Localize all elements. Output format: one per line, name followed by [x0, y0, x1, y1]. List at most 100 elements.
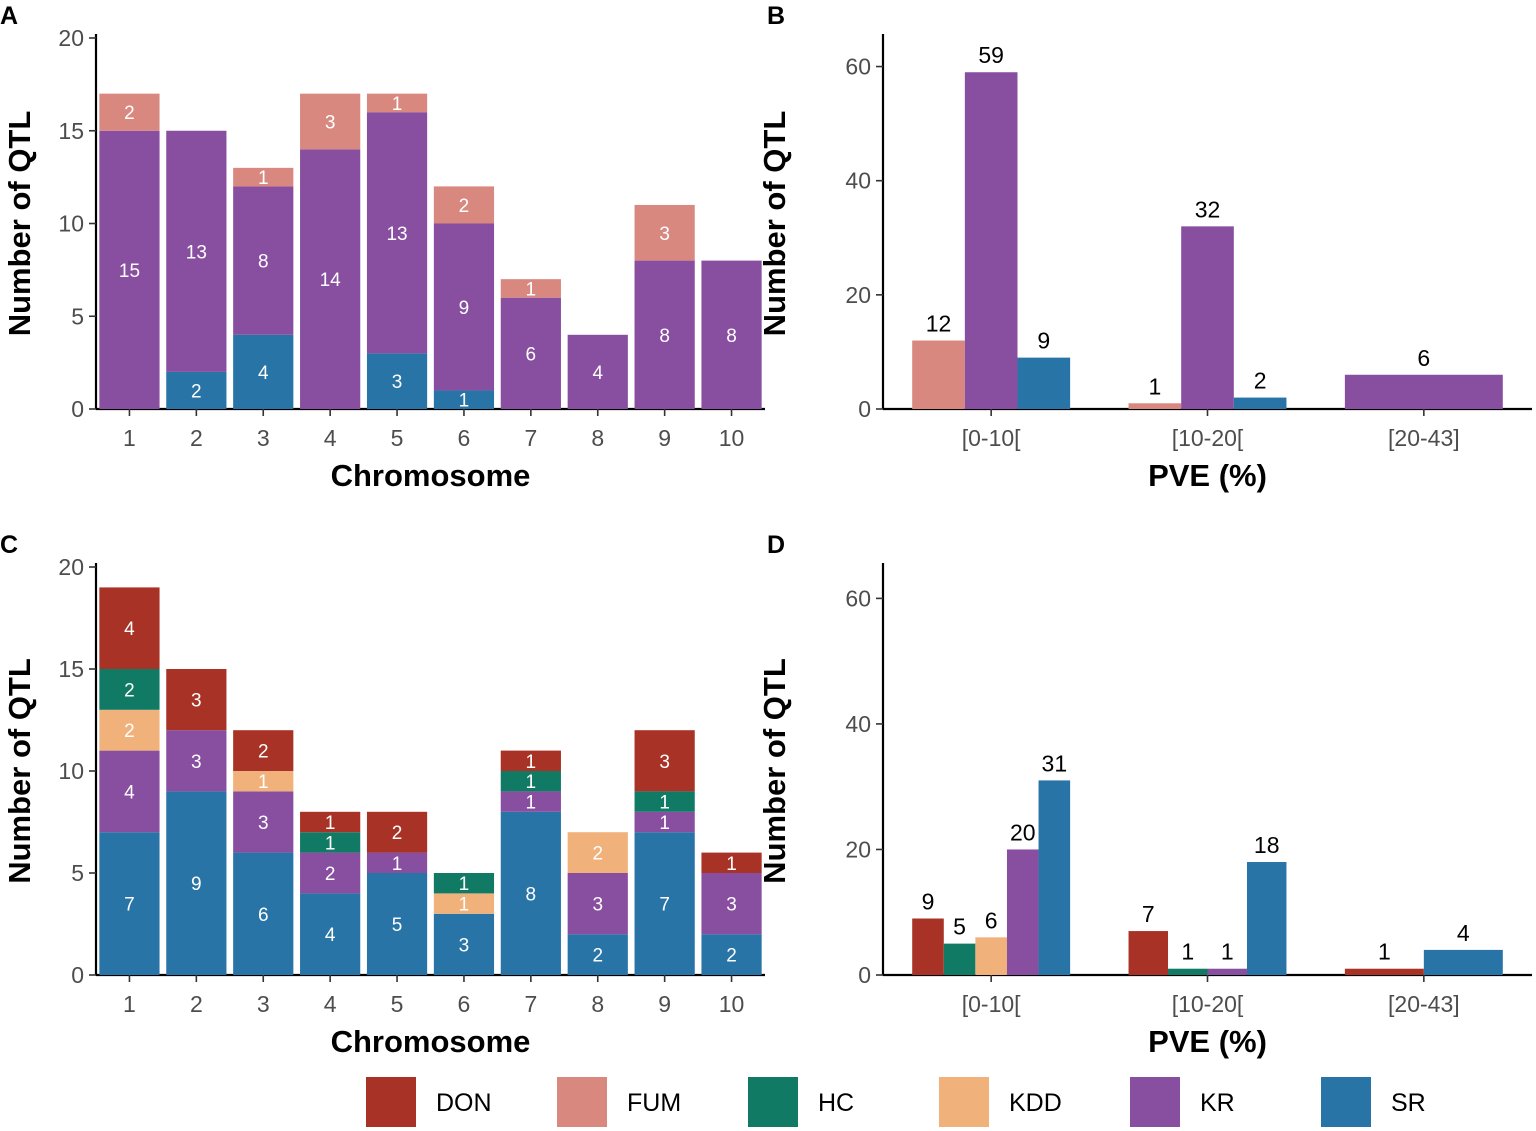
y-tick-label: 15: [58, 118, 84, 144]
y-axis-title: Number of QTL: [2, 658, 37, 884]
x-axis-title: PVE (%): [1148, 458, 1267, 493]
bar-segment-sr: [366, 353, 428, 409]
x-tick-label: 8: [591, 425, 604, 451]
bar-value-label: 1: [1181, 939, 1194, 965]
bar-segment-hc: [500, 771, 561, 792]
legend-key: [557, 1077, 607, 1127]
bar-value-label: 2: [459, 196, 470, 217]
x-tick-label: 1: [123, 425, 136, 451]
bar-segment-sr: [233, 852, 294, 975]
bar-value-label: 1: [459, 874, 470, 895]
bar-segment-sr: [500, 811, 561, 975]
bar-value-label: 5: [953, 914, 966, 940]
y-tick-label: 20: [58, 25, 84, 51]
legend-label: HC: [818, 1089, 854, 1117]
y-tick-label: 5: [71, 303, 84, 329]
bar-value-label: 13: [186, 242, 207, 263]
y-axis-title: Number of QTL: [757, 658, 792, 884]
legend-label: SR: [1391, 1089, 1426, 1117]
legend-item-kr: KR: [1130, 1077, 1235, 1127]
bar-segment-fum: [500, 279, 561, 298]
x-tick-label: [10-20[: [1172, 425, 1244, 451]
bar-value-label: 32: [1195, 196, 1221, 222]
bar-value-label: 2: [258, 742, 269, 763]
y-tick-label: 15: [58, 656, 84, 682]
bar-segment-kr: [99, 750, 160, 833]
bar-segment-fum: [366, 93, 428, 113]
bar-value-label: 3: [392, 372, 403, 393]
y-tick-label: 10: [58, 758, 84, 784]
y-tick-label: 0: [71, 396, 84, 422]
bar-segment-kr: [500, 297, 561, 409]
x-tick-label: 6: [458, 425, 471, 451]
bar-segment-kdd: [433, 893, 495, 914]
bar-value-label: 2: [191, 381, 202, 402]
bar-sr: [1423, 949, 1503, 975]
bar-value-label: 2: [1254, 368, 1267, 394]
legend-item-don: DON: [366, 1077, 492, 1127]
x-tick-label: 10: [719, 991, 745, 1017]
bar-segment-kr: [366, 852, 428, 873]
bar-segment-don: [99, 587, 160, 669]
y-tick-label: 0: [858, 962, 871, 988]
bar-value-label: 1: [459, 895, 470, 916]
bar-segment-don: [634, 730, 695, 792]
panel-d: D 0 20 40 60 Number of QTL PVE (%) 95 6 20 31 [0-10…: [757, 531, 1532, 1059]
bar-segment-kr: [233, 791, 294, 853]
bar-value-label: 3: [459, 935, 470, 956]
bar-value-label: 20: [1010, 819, 1036, 845]
bar-segment-sr: [433, 390, 495, 409]
bar-value-label: 2: [392, 823, 403, 844]
legend-label: DON: [436, 1089, 492, 1117]
bar-segment-don: [701, 852, 762, 873]
x-axis-title: Chromosome: [331, 1024, 531, 1059]
x-tick-label: [20-43]: [1388, 425, 1460, 451]
bar-value-label: 1: [325, 813, 336, 834]
y-tick-label: 5: [71, 860, 84, 886]
bar-value-label: 4: [325, 925, 336, 946]
bar-segment-fum: [233, 167, 294, 187]
x-tick-label: 8: [591, 991, 604, 1017]
bar-value-label: 9: [922, 889, 935, 915]
bar-value-label: 3: [659, 752, 670, 773]
bar-segment-sr: [233, 334, 294, 409]
bar-value-label: 4: [124, 782, 135, 803]
y-tick-label: 10: [58, 211, 84, 237]
bar-segment-kr: [701, 260, 762, 409]
bar-value-label: 9: [191, 874, 202, 895]
bar-kr: [1181, 226, 1234, 409]
bar-don: [1344, 968, 1424, 975]
bar-segment-kr: [166, 130, 227, 372]
bar-value-label: 2: [592, 844, 603, 865]
y-tick-label: 20: [58, 554, 84, 580]
x-tick-label: 5: [391, 425, 404, 451]
bar-value-label: 2: [592, 946, 603, 967]
x-tick-label: 3: [257, 425, 270, 451]
bar-sr: [1246, 862, 1287, 975]
bar-segment-fum: [433, 186, 495, 224]
panel-label-d: D: [767, 531, 785, 559]
bar-value-label: 3: [258, 813, 269, 834]
bar-segment-kr: [433, 223, 495, 391]
legend-item-sr: SR: [1321, 1077, 1426, 1127]
y-tick-label: 20: [845, 836, 871, 862]
bar-segment-don: [166, 669, 227, 731]
x-tick-label: [0-10[: [962, 425, 1021, 451]
bar-segment-kr: [366, 112, 428, 354]
bar-value-label: 3: [592, 895, 603, 916]
x-tick-label: 10: [719, 425, 745, 451]
x-tick-label: 3: [257, 991, 270, 1017]
y-tick-label: 60: [845, 54, 871, 80]
x-tick-label: [0-10[: [962, 991, 1021, 1017]
x-tick-label: 2: [190, 991, 203, 1017]
bar-value-label: 1: [1148, 373, 1161, 399]
bar-hc: [943, 943, 976, 975]
bar-value-label: 3: [726, 895, 737, 916]
bar-segment-kr: [300, 852, 361, 894]
bar-value-label: 2: [325, 864, 336, 885]
bar-value-label: 3: [325, 112, 336, 133]
bar-segment-sr: [567, 934, 628, 975]
x-tick-label: 5: [391, 991, 404, 1017]
bar-segment-hc: [99, 669, 160, 710]
